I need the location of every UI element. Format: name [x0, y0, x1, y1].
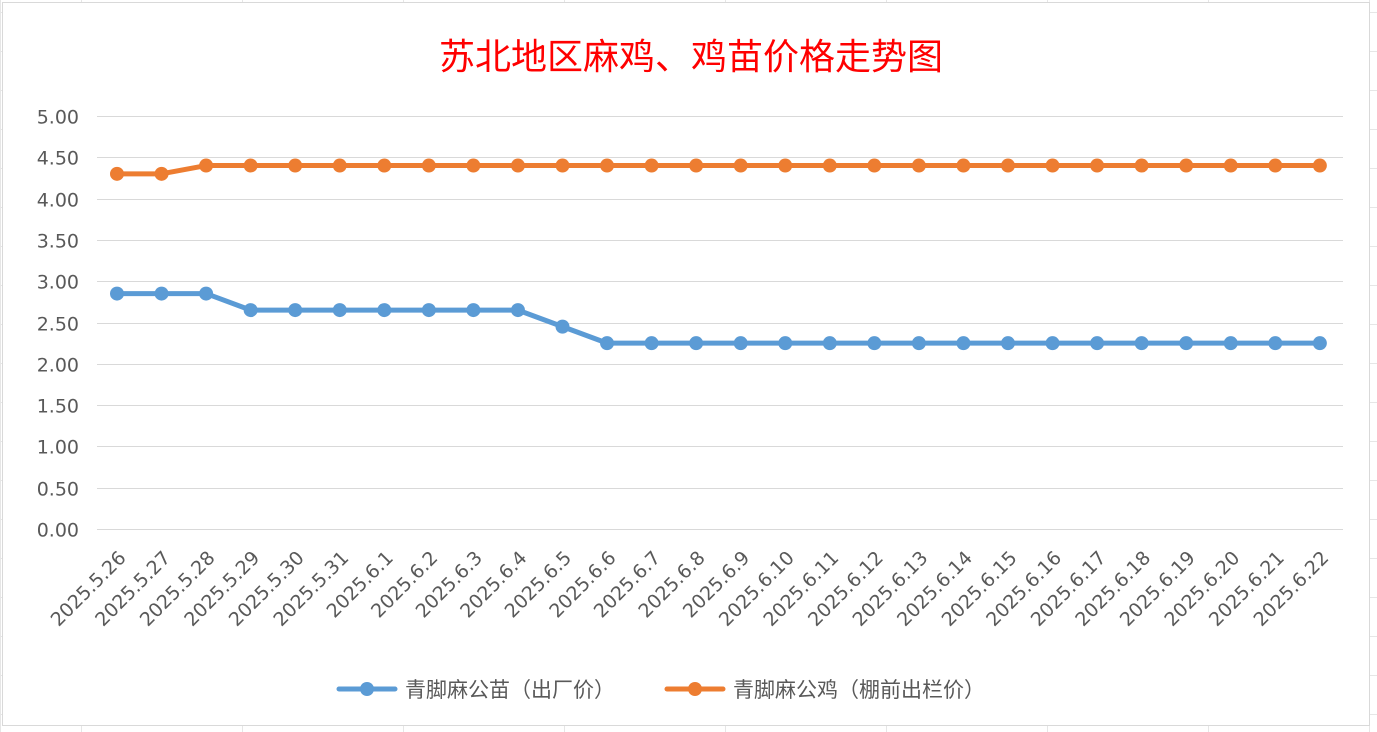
data-point[interactable] [1268, 336, 1283, 351]
data-point[interactable] [1001, 158, 1015, 173]
data-point[interactable] [199, 286, 214, 301]
y-tick-label: 4.50 [37, 148, 79, 170]
data-point[interactable] [1179, 158, 1194, 173]
data-point[interactable] [778, 336, 793, 351]
data-point[interactable] [1134, 336, 1149, 351]
data-point[interactable] [332, 158, 347, 173]
data-point[interactable] [377, 158, 392, 173]
y-tick-label: 4.00 [37, 190, 79, 212]
data-point[interactable] [288, 303, 303, 318]
data-point[interactable] [689, 158, 704, 173]
data-point[interactable] [288, 158, 303, 173]
series-2 [110, 158, 1327, 181]
data-point[interactable] [466, 303, 481, 318]
data-point[interactable] [644, 158, 659, 173]
data-point[interactable] [510, 303, 525, 318]
data-point[interactable] [600, 336, 615, 351]
data-point[interactable] [733, 336, 748, 351]
legend-swatch-marker [360, 682, 374, 696]
data-point[interactable] [644, 336, 659, 351]
data-point[interactable] [110, 286, 124, 301]
data-point[interactable] [1312, 158, 1327, 173]
series-1 [110, 286, 1327, 351]
data-point[interactable] [822, 158, 837, 173]
data-point[interactable] [600, 158, 615, 173]
data-point[interactable] [911, 336, 926, 351]
data-point[interactable] [377, 303, 392, 318]
data-point[interactable] [1045, 158, 1060, 173]
data-point[interactable] [555, 319, 570, 334]
y-tick-label: 3.00 [37, 272, 79, 294]
data-point[interactable] [154, 286, 169, 301]
data-point[interactable] [1268, 158, 1283, 173]
y-tick-label: 5.00 [37, 107, 79, 129]
data-point[interactable] [1134, 158, 1149, 173]
data-point[interactable] [1179, 336, 1194, 351]
data-point[interactable] [1090, 158, 1105, 173]
data-point[interactable] [555, 158, 570, 173]
line-chart: 苏北地区麻鸡、鸡苗价格走势图 0.00 0.50 1.00 1.50 2.00 2.50 3… [37, 37, 1343, 702]
data-point[interactable] [510, 158, 525, 173]
data-point[interactable] [867, 158, 882, 173]
data-point[interactable] [466, 158, 481, 173]
y-tick-label: 2.00 [37, 355, 79, 377]
gridlines [97, 116, 1343, 530]
data-point[interactable] [243, 158, 258, 173]
data-point[interactable] [110, 166, 124, 181]
data-point[interactable] [956, 158, 971, 173]
data-point[interactable] [733, 158, 748, 173]
data-point[interactable] [1223, 158, 1238, 173]
y-tick-label: 0.00 [37, 520, 79, 542]
data-point[interactable] [1223, 336, 1238, 351]
y-tick-label: 0.50 [37, 479, 79, 501]
y-tick-label: 1.00 [37, 437, 79, 459]
data-point[interactable] [867, 336, 882, 351]
data-point[interactable] [154, 166, 169, 181]
data-point[interactable] [1090, 336, 1105, 351]
series-line [114, 291, 1323, 346]
y-tick-label: 3.50 [37, 231, 79, 253]
series-lines [110, 158, 1327, 351]
legend-item[interactable]: 青脚麻公鸡（棚前出栏价） [664, 678, 985, 702]
data-point[interactable] [911, 158, 926, 173]
data-point[interactable] [956, 336, 971, 351]
data-point[interactable] [332, 303, 347, 318]
data-point[interactable] [778, 158, 793, 173]
data-point[interactable] [1001, 336, 1015, 351]
data-point[interactable] [421, 303, 436, 318]
legend-label: 青脚麻公鸡（棚前出栏价） [733, 678, 985, 702]
y-tick-label: 1.50 [37, 396, 79, 418]
y-axis-ticks: 0.00 0.50 1.00 1.50 2.00 2.50 3.00 3.50 4.00 4.50… [37, 107, 79, 542]
y-tick-label: 2.50 [37, 314, 79, 336]
data-point[interactable] [1312, 336, 1327, 351]
data-point[interactable] [243, 303, 258, 318]
data-point[interactable] [689, 336, 704, 351]
chart-title: 苏北地区麻鸡、鸡苗价格走势图 [439, 37, 943, 78]
legend-swatch-marker [688, 682, 702, 696]
legend-item[interactable]: 青脚麻公苗（出厂价） [336, 678, 615, 702]
legend: 青脚麻公苗（出厂价） 青脚麻公鸡（棚前出栏价） [336, 678, 985, 702]
data-point[interactable] [421, 158, 436, 173]
data-point[interactable] [822, 336, 837, 351]
x-axis-ticks: 2025.5.262025.5.272025.5.282025.5.292025… [47, 547, 1334, 631]
data-point[interactable] [199, 158, 214, 173]
data-point[interactable] [1045, 336, 1060, 351]
series-line [114, 163, 1323, 177]
legend-label: 青脚麻公苗（出厂价） [405, 678, 615, 702]
